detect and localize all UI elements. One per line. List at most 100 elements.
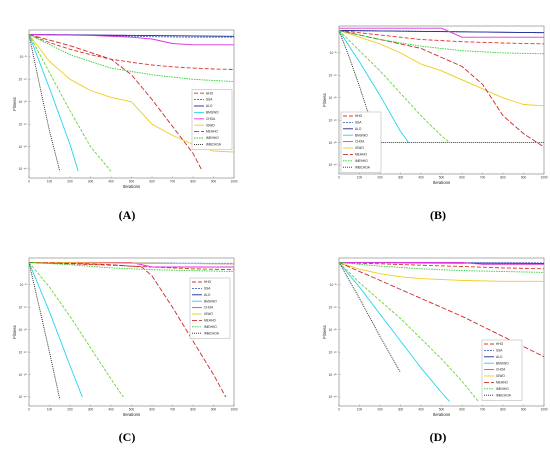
legend: HHO SSA ALO BMGWO CHOA IGWO MEHHO IMEHHO IMBCHOA [481, 339, 523, 401]
y-tick-label: 10⁻²⁵⁰ [329, 141, 339, 145]
series-line-choa [339, 27, 544, 38]
legend-label: MEHHO [496, 381, 508, 385]
legend-label: IMEHHO [206, 136, 219, 140]
x-tick-label: 1000 [230, 180, 237, 184]
series-line-imbchoa [28, 34, 61, 172]
y-tick-label: 10⁻²⁵⁰ [329, 373, 339, 377]
series-line-mehho [28, 262, 227, 398]
x-tick-label: 200 [67, 408, 73, 412]
x-tick-label: 500 [439, 408, 445, 412]
x-tick-label: 500 [129, 408, 135, 412]
x-axis-label: Iterations [123, 412, 140, 417]
chart-panel-1: 0 100 200 300 400 500 600 700 800 900 1000 10⁻⁵⁰ 10⁻… [12, 29, 238, 189]
x-tick-label: 700 [480, 176, 486, 180]
series-line-alo [338, 30, 545, 34]
x-tick-label: 300 [88, 408, 94, 412]
series-line-green [338, 30, 450, 143]
legend-label: IMEHHO [496, 387, 509, 391]
x-tick-label: 200 [377, 408, 383, 412]
y-tick-label: 10⁻¹⁰⁰ [329, 74, 339, 78]
y-tick-label: 10⁻²⁰⁰ [19, 350, 29, 354]
y-axis-label: Fitness [322, 325, 327, 339]
x-tick-label: 0 [338, 408, 340, 412]
x-axis-label: Iterations [433, 180, 450, 185]
series-line-hho [338, 30, 545, 45]
x-tick-label: 500 [129, 180, 135, 184]
y-tick-label: 10⁻³⁰⁰ [329, 163, 339, 167]
y-tick-label: 10⁻⁵⁰ [20, 55, 29, 59]
x-tick-label: 100 [47, 408, 53, 412]
legend-label: CHOA [204, 306, 214, 310]
series-line-imbchoa [28, 262, 61, 400]
x-tick-label: 800 [190, 408, 196, 412]
legend-label: SSA [355, 121, 362, 125]
x-axis-label: Iterations [433, 412, 450, 417]
series-line-mehho [28, 34, 202, 170]
legend-label: MEHHO [206, 130, 218, 134]
y-tick-label: 10⁻¹⁵⁰ [329, 328, 339, 332]
x-tick-label: 0 [338, 176, 340, 180]
x-tick-label: 600 [149, 408, 155, 412]
y-tick-label: 10⁻²⁰⁰ [19, 122, 29, 126]
x-tick-label: 600 [459, 176, 465, 180]
x-tick-label: 400 [108, 180, 114, 184]
x-tick-label: 100 [357, 408, 363, 412]
x-tick-label: 400 [108, 408, 114, 412]
legend-label: IMBCHOA [206, 143, 222, 147]
x-tick-label: 800 [190, 180, 196, 184]
y-axis-label: Fitness [322, 93, 327, 107]
y-tick-label: 10⁻⁵⁰ [20, 283, 29, 287]
x-tick-label: 300 [398, 176, 404, 180]
y-tick-label: 10⁻⁵⁰ [330, 51, 339, 55]
y-tick-label: 10⁻¹⁵⁰ [19, 100, 29, 104]
legend-label: HHO [206, 91, 214, 95]
x-tick-label: 700 [170, 408, 176, 412]
x-tick-label: 900 [211, 180, 217, 184]
legend-label: BMGWO [204, 299, 217, 303]
chart-panel-2: 0 100 200 300 400 500 600 700 800 900 1000 10⁻⁵⁰ 10⁻… [322, 25, 548, 185]
legend-label: IMBCHOA [496, 393, 512, 397]
series-line-igwo [338, 30, 545, 107]
series-line-imehho [338, 262, 545, 273]
x-tick-label: 0 [28, 408, 30, 412]
series-line-imehho [28, 34, 235, 83]
x-tick-label: 900 [521, 176, 527, 180]
series-line-choa [28, 34, 234, 46]
y-tick-label: 10⁻²⁰⁰ [329, 350, 339, 354]
x-tick-label: 600 [459, 408, 465, 412]
x-tick-label: 800 [500, 408, 506, 412]
legend-label: IGWO [496, 374, 505, 378]
legend-label: IMBCHOA [204, 331, 220, 335]
x-tick-label: 200 [67, 180, 73, 184]
legend-label: CHOA [206, 117, 216, 121]
legend-label: ALO [206, 104, 213, 108]
legend: HHO SSA ALO BMGWO CHOA IGWO MEHHO IMEHHO IMBCHOA [189, 277, 231, 339]
x-tick-label: 700 [170, 180, 176, 184]
legend-label: IGWO [204, 312, 213, 316]
series-line-imbchoa [338, 262, 401, 373]
series-line-mehho [338, 30, 545, 148]
legend-label: CHOA [496, 368, 506, 372]
x-tick-label: 900 [211, 408, 217, 412]
x-tick-label: 1000 [540, 176, 547, 180]
x-tick-label: 300 [398, 408, 404, 412]
legend-label: ALO [496, 355, 503, 359]
series-line-cyan [28, 262, 83, 398]
y-axis-label: Fitness [12, 97, 17, 111]
series-line-cyan [28, 34, 79, 172]
y-tick-label: 10⁻³⁰⁰ [19, 167, 29, 171]
legend: HHO SSA ALO BMGWO CHOA IGWO MEHHO IMEHHO IMBCHOA [340, 111, 382, 173]
panel-label-c: (C) [119, 430, 136, 444]
x-tick-label: 600 [149, 180, 155, 184]
y-axis-label: Fitness [12, 325, 17, 339]
y-tick-label: 10⁻¹⁵⁰ [19, 328, 29, 332]
series-line-hho [338, 262, 545, 270]
y-tick-label: 10⁻³⁰⁰ [329, 395, 339, 399]
legend-label: BMGWO [206, 111, 219, 115]
legend-label: IMEHHO [204, 325, 217, 329]
legend-label: MEHHO [204, 319, 216, 323]
legend-label: MEHHO [355, 153, 367, 157]
x-tick-label: 100 [357, 176, 363, 180]
panel-label-a: (A) [119, 208, 136, 222]
